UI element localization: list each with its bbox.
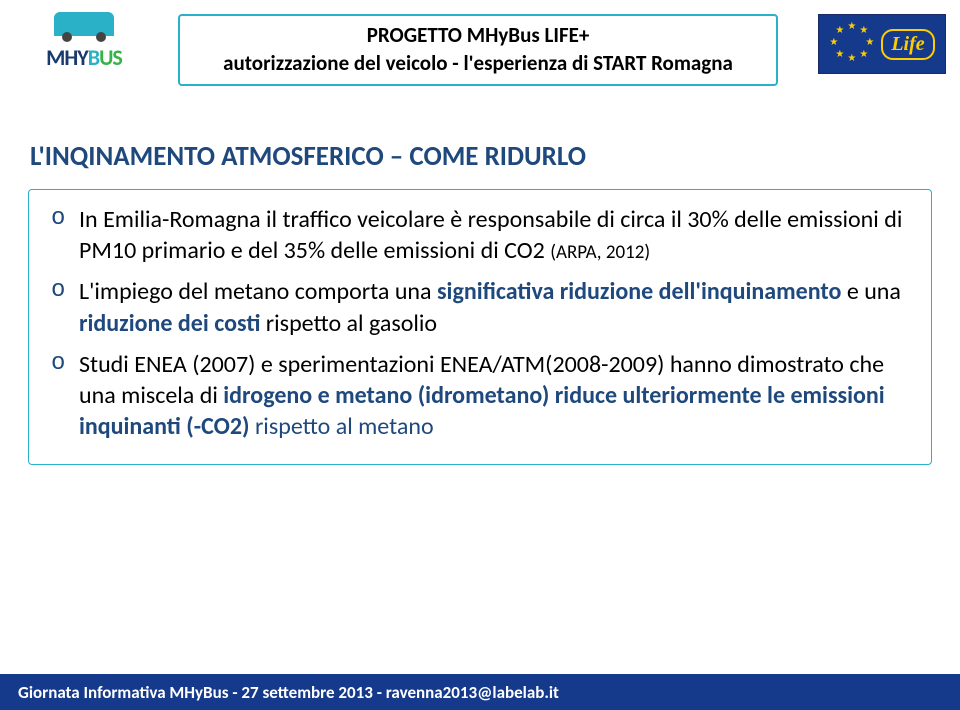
logo-part-1: MHY — [46, 44, 88, 71]
bullet-highlight: riduzione dei costi — [79, 309, 260, 338]
bullet-text-post: rispetto al metano — [250, 412, 434, 441]
bullet-text-mid: e una — [841, 277, 901, 306]
content-box: o In Emilia-Romagna il traffico veicolar… — [28, 189, 932, 465]
bullet-marker: o — [51, 276, 79, 306]
bullet-highlight: significativa riduzione dell'inquinament… — [437, 277, 841, 306]
life-badge: Life — [881, 29, 934, 60]
logo-part-3: US — [99, 44, 122, 71]
bullet-item: o L'impiego del metano comporta una sign… — [51, 276, 909, 338]
life-eu-logo: ★ ★ ★ ★ ★ ★ ★ ★ Life — [818, 14, 946, 74]
logo-part-2: B — [88, 44, 99, 71]
bullet-text-small: (ARPA, 2012) — [550, 241, 650, 264]
bullet-text: Studi ENEA (2007) e sperimentazioni ENEA… — [79, 349, 909, 443]
bullet-text-pre: In Emilia-Romagna il traffico veicolare … — [79, 205, 902, 265]
bullet-text: L'impiego del metano comporta una signif… — [79, 276, 909, 338]
mhybus-logo: MHYBUS — [14, 12, 154, 90]
title-line-1: PROGETTO MHyBus LIFE+ — [192, 22, 764, 48]
title-line-2: autorizzazione del veicolo - l'esperienz… — [192, 50, 764, 76]
bullet-marker: o — [51, 349, 79, 379]
bullet-item: o Studi ENEA (2007) e sperimentazioni EN… — [51, 349, 909, 443]
footer-text: Giornata Informativa MHyBus - 27 settemb… — [18, 682, 559, 703]
bullet-item: o In Emilia-Romagna il traffico veicolar… — [51, 204, 909, 266]
title-box: PROGETTO MHyBus LIFE+ autorizzazione del… — [178, 14, 778, 86]
bus-icon — [54, 12, 114, 36]
bullet-marker: o — [51, 204, 79, 234]
bullet-text-post: rispetto al gasolio — [260, 309, 437, 338]
eu-stars-icon: ★ ★ ★ ★ ★ ★ ★ ★ — [829, 21, 875, 67]
footer-bar: Giornata Informativa MHyBus - 27 settemb… — [0, 674, 960, 710]
header: MHYBUS PROGETTO MHyBus LIFE+ autorizzazi… — [0, 0, 960, 110]
bullet-text: In Emilia-Romagna il traffico veicolare … — [79, 204, 909, 266]
section-title: L'INQINAMENTO ATMOSFERICO – COME RIDURLO — [30, 140, 960, 173]
mhybus-logo-text: MHYBUS — [46, 44, 122, 71]
bullet-text-pre: L'impiego del metano comporta una — [79, 277, 437, 306]
